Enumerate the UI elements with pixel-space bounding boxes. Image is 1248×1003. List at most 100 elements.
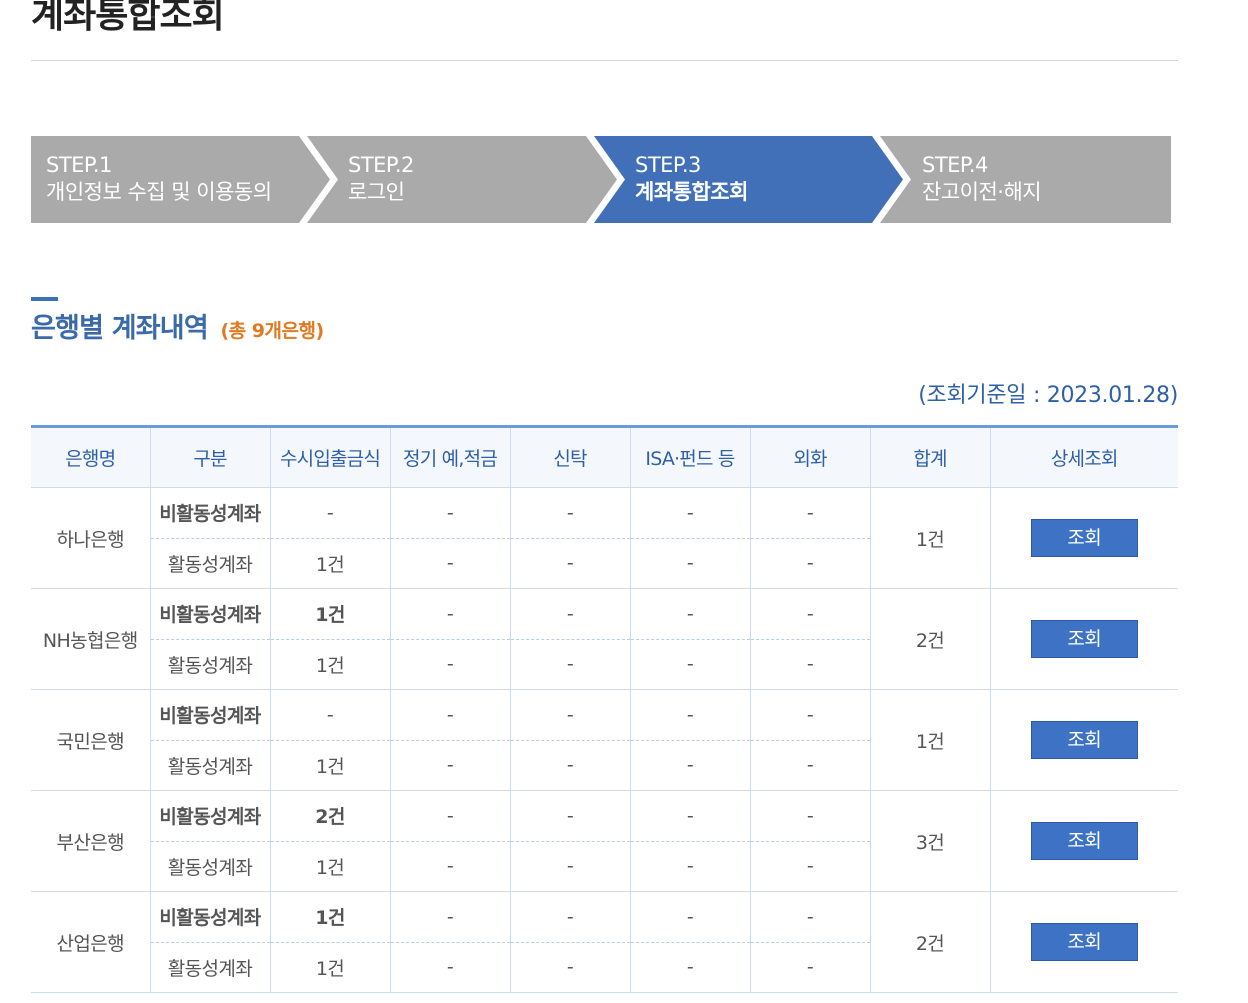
table-row: NH농협은행 비활동성계좌 1건 - - - -2건 조회 xyxy=(31,588,1178,690)
step-4-shape xyxy=(880,136,1171,223)
step-arrows xyxy=(31,136,1171,223)
step-1-shape xyxy=(31,136,330,223)
table-row: 국민은행 비활동성계좌 - - - - -1건 조회 xyxy=(31,689,1178,791)
account-count-cell: - xyxy=(629,942,750,993)
account-count-cell: - xyxy=(509,639,630,690)
account-type-inactive: 비활동성계좌 xyxy=(149,588,270,640)
account-type-active: 활동성계좌 xyxy=(149,538,270,589)
account-count-cell: 1건 xyxy=(269,891,390,943)
header-bank: 은행명 xyxy=(31,425,150,488)
step-3-number: STEP.3 xyxy=(635,153,701,177)
accounts-table: 은행명 구분 수시입출금식 정기 예,적금 신탁 ISA·펀드 등 외화 합계 … xyxy=(31,425,1178,993)
detail-cell: 조회 xyxy=(989,588,1178,690)
section-title: 은행별 계좌내역 (총 9개은행) xyxy=(31,309,324,351)
table-row: 활동성계좌 1건 - - - - xyxy=(31,841,1178,892)
account-count-cell: - xyxy=(629,841,750,892)
account-count-cell: - xyxy=(629,689,750,741)
bank-total: 2건 xyxy=(869,891,990,993)
account-count-cell: 1건 xyxy=(269,942,390,993)
detail-cell: 조회 xyxy=(989,790,1178,892)
account-count-cell: - xyxy=(509,740,630,791)
account-count-cell: 2건 xyxy=(269,790,390,842)
account-type-inactive: 비활동성계좌 xyxy=(149,689,270,741)
bank-name: NH농협은행 xyxy=(31,588,150,690)
account-count-cell: - xyxy=(629,487,750,539)
step-2-shape xyxy=(307,136,617,223)
step-progress: STEP.1 개인정보 수집 및 이용동의 STEP.2 로그인 STEP.3 … xyxy=(31,136,1171,223)
step-3-name: 계좌통합조회 xyxy=(635,180,748,204)
account-count-cell: - xyxy=(509,588,630,640)
bank-total: 1건 xyxy=(869,689,990,791)
step-3: STEP.3 계좌통합조회 xyxy=(635,152,748,206)
header-demand-deposit: 수시입출금식 xyxy=(269,425,390,488)
section-accent-bar xyxy=(31,297,58,301)
account-count-cell: - xyxy=(749,740,870,791)
account-count-cell: - xyxy=(629,588,750,640)
page-title: 계좌통합조회 xyxy=(31,0,225,36)
account-count-cell: - xyxy=(509,538,630,589)
account-count-cell: - xyxy=(749,790,870,842)
account-type-active: 활동성계좌 xyxy=(149,740,270,791)
account-count-cell: - xyxy=(509,942,630,993)
section-title-text: 은행별 계좌내역 xyxy=(31,313,209,344)
account-count-cell: - xyxy=(389,790,510,842)
header-detail: 상세조회 xyxy=(989,425,1178,488)
view-detail-button[interactable]: 조회 xyxy=(1030,519,1138,557)
step-4-name: 잔고이전·해지 xyxy=(922,180,1042,204)
account-type-inactive: 비활동성계좌 xyxy=(149,790,270,842)
account-count-cell: - xyxy=(389,891,510,943)
view-detail-button[interactable]: 조회 xyxy=(1030,721,1138,759)
account-count-cell: - xyxy=(389,538,510,589)
step-2-name: 로그인 xyxy=(348,180,405,204)
account-count-cell: 1건 xyxy=(269,588,390,640)
account-count-cell: - xyxy=(629,891,750,943)
table-row: 활동성계좌 1건 - - - - xyxy=(31,740,1178,791)
table-row: 활동성계좌 1건 - - - - xyxy=(31,942,1178,993)
header-total: 합계 xyxy=(869,425,990,488)
title-divider xyxy=(31,60,1178,61)
header-foreign-currency: 외화 xyxy=(749,425,870,488)
table-row: 산업은행 비활동성계좌 1건 - - - -2건 조회 xyxy=(31,891,1178,993)
table-body: 하나은행 비활동성계좌 - - - - -1건 조회 활동성계좌 1건 - - - - NH농협은행 비활동성… xyxy=(31,487,1178,993)
account-count-cell: - xyxy=(389,487,510,539)
header-type: 구분 xyxy=(149,425,270,488)
account-count-cell: 1건 xyxy=(269,639,390,690)
bank-name: 산업은행 xyxy=(31,891,150,993)
account-count-cell: - xyxy=(629,538,750,589)
header-isa-fund: ISA·펀드 등 xyxy=(629,425,750,488)
account-count-cell: - xyxy=(389,841,510,892)
account-count-cell: 1건 xyxy=(269,740,390,791)
account-count-cell: - xyxy=(389,639,510,690)
bank-name: 하나은행 xyxy=(31,487,150,589)
account-count-cell: - xyxy=(749,689,870,741)
account-type-active: 활동성계좌 xyxy=(149,942,270,993)
table-row: 활동성계좌 1건 - - - - xyxy=(31,639,1178,690)
account-count-cell: - xyxy=(749,487,870,539)
step-4-number: STEP.4 xyxy=(922,153,988,177)
detail-cell: 조회 xyxy=(989,891,1178,993)
account-count-cell: - xyxy=(269,487,390,539)
view-detail-button[interactable]: 조회 xyxy=(1030,923,1138,961)
view-detail-button[interactable]: 조회 xyxy=(1030,620,1138,658)
step-1-name: 개인정보 수집 및 이용동의 xyxy=(46,180,272,204)
account-count-cell: 1건 xyxy=(269,538,390,589)
account-count-cell: - xyxy=(509,790,630,842)
table-row: 부산은행 비활동성계좌 2건 - - - -3건 조회 xyxy=(31,790,1178,892)
step-2-number: STEP.2 xyxy=(348,153,414,177)
detail-cell: 조회 xyxy=(989,689,1178,791)
bank-total: 2건 xyxy=(869,588,990,690)
account-count-cell: - xyxy=(629,740,750,791)
account-count-cell: - xyxy=(389,740,510,791)
table-header-row: 은행명 구분 수시입출금식 정기 예,적금 신탁 ISA·펀드 등 외화 합계 … xyxy=(31,425,1178,488)
step-2: STEP.2 로그인 xyxy=(348,152,414,206)
view-detail-button[interactable]: 조회 xyxy=(1030,822,1138,860)
header-trust: 신탁 xyxy=(509,425,630,488)
account-count-cell: 1건 xyxy=(269,841,390,892)
account-type-inactive: 비활동성계좌 xyxy=(149,487,270,539)
bank-total: 3건 xyxy=(869,790,990,892)
header-time-deposit: 정기 예,적금 xyxy=(389,425,510,488)
account-count-cell: - xyxy=(509,891,630,943)
account-count-cell: - xyxy=(509,841,630,892)
table-row: 하나은행 비활동성계좌 - - - - -1건 조회 xyxy=(31,487,1178,589)
account-count-cell: - xyxy=(749,841,870,892)
